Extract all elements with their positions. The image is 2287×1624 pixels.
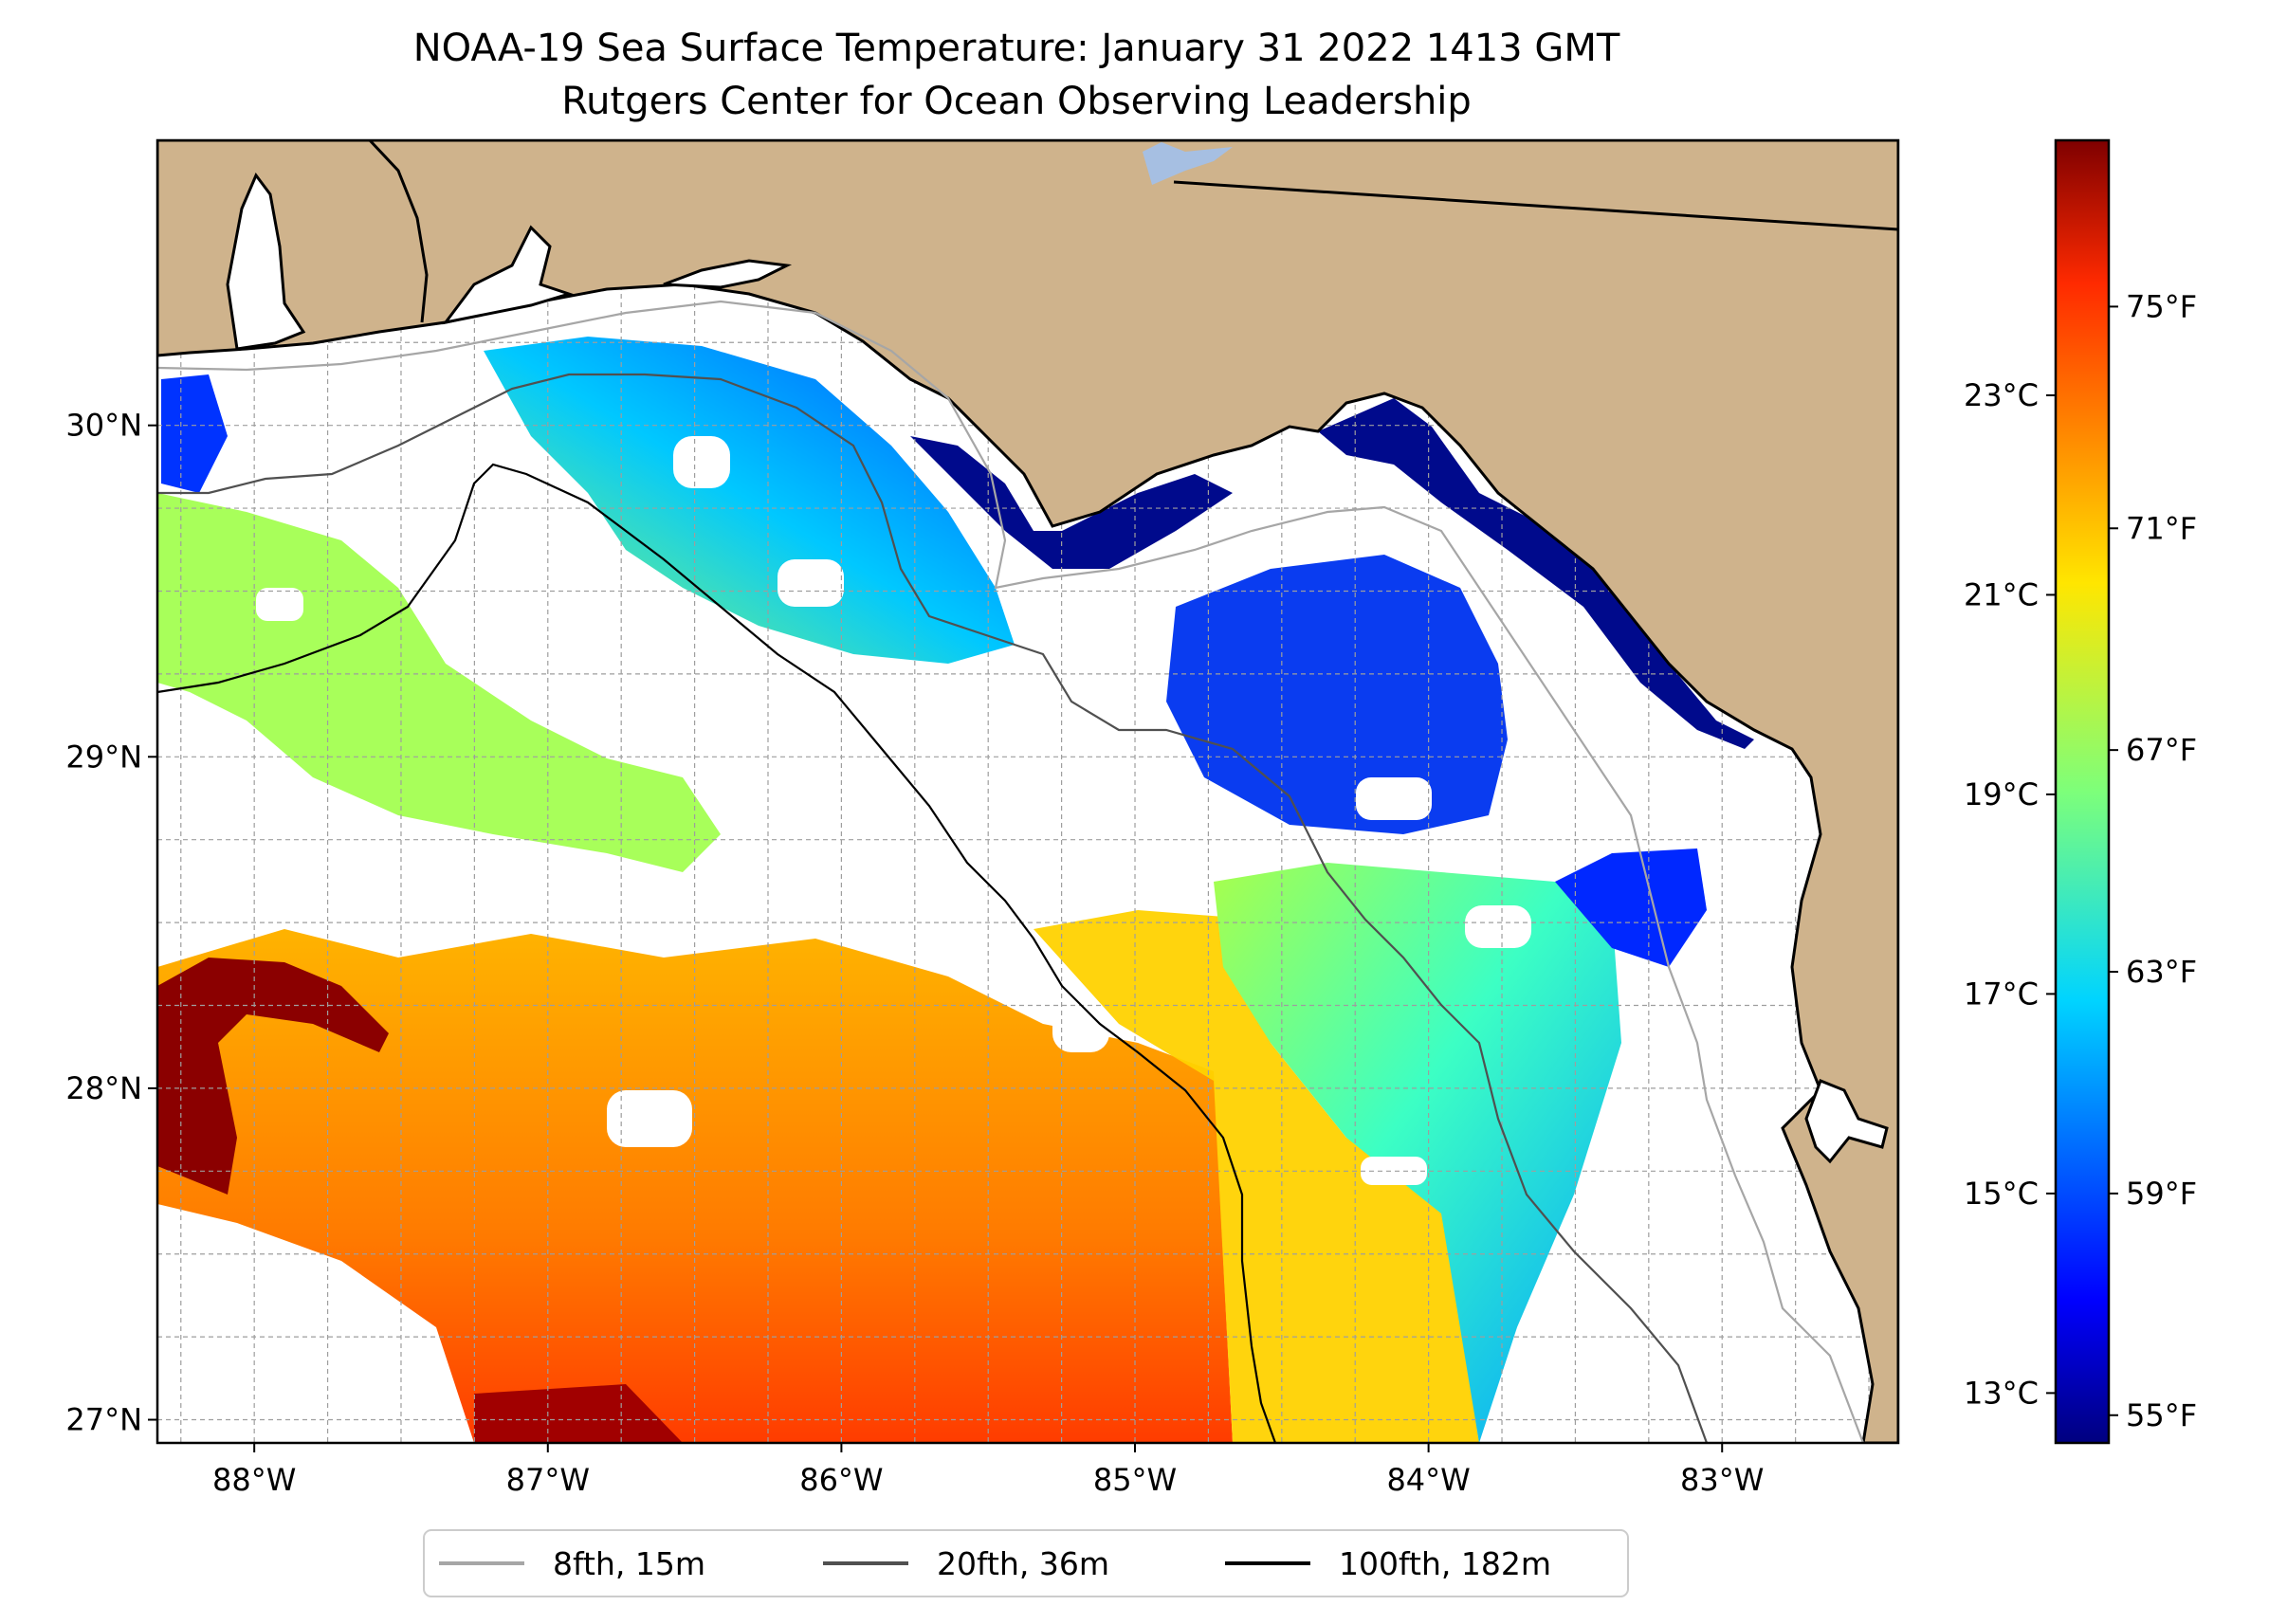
celsius-tick-label: 15°C <box>1964 1176 2039 1212</box>
sst-patch-west-florida-shelf <box>1214 863 1621 1443</box>
celsius-tick-label: 21°C <box>1964 576 2039 612</box>
colorbar-celsius-ticks: 13°C 15°C 17°C 19°C 21°C 23°C <box>1964 377 2056 1411</box>
cloud-gap <box>256 588 303 621</box>
longitude-ticks: 88°W 87°W 86°W 85°W 84°W 83°W <box>212 1443 1764 1498</box>
cloud-gap <box>607 1090 692 1147</box>
sst-patch-mobile-shelf <box>157 493 721 872</box>
celsius-tick-label: 13°C <box>1964 1375 2039 1411</box>
lat-tick-label: 29°N <box>65 739 142 775</box>
sst-field <box>157 337 1754 1443</box>
sst-patch-loop-current-edge <box>157 958 389 1195</box>
cloud-gap <box>1052 1005 1109 1052</box>
land-mainland <box>157 140 1898 1443</box>
legend-label-8fth: 8fth, 15m <box>553 1545 705 1582</box>
state-border <box>1173 180 1898 231</box>
isobath-100fth <box>157 463 1277 1443</box>
lon-tick-label: 83°W <box>1680 1462 1764 1498</box>
figure-subtitle: Rutgers Center for Ocean Observing Leade… <box>561 80 1472 123</box>
lat-tick-label: 27°N <box>65 1402 142 1438</box>
sst-patch-alabama-nearshore <box>161 374 228 493</box>
cloud-gap <box>673 436 730 488</box>
fahrenheit-tick-label: 71°F <box>2126 510 2197 546</box>
choctawhatchee-bay <box>663 259 793 289</box>
celsius-tick-label: 23°C <box>1964 377 2039 413</box>
fahrenheit-tick-label: 67°F <box>2126 732 2197 768</box>
cloud-gap <box>1465 905 1531 948</box>
lon-tick-label: 84°W <box>1386 1462 1470 1498</box>
fahrenheit-tick-label: 55°F <box>2126 1397 2197 1433</box>
celsius-tick-label: 17°C <box>1964 976 2039 1012</box>
isobath-legend: 8fth, 15m 20fth, 36m 100fth, 182m <box>423 1529 1629 1597</box>
mobile-bay <box>226 173 306 351</box>
celsius-tick-label: 19°C <box>1964 776 2039 812</box>
sst-patch-desoto-canyon <box>484 337 1015 664</box>
sst-patch-florida-nearshore <box>1318 398 1754 749</box>
map-frame <box>156 138 1900 1445</box>
lon-tick-label: 85°W <box>1093 1462 1177 1498</box>
legend-label-100fth: 100fth, 182m <box>1339 1545 1551 1582</box>
map-panel <box>157 140 1898 1443</box>
isobath-20fth <box>157 373 1709 1443</box>
colorbar <box>2054 138 2111 1445</box>
pensacola-bay <box>442 225 574 325</box>
fahrenheit-tick-label: 59°F <box>2126 1176 2197 1212</box>
latitude-ticks: 30°N 29°N 28°N 27°N <box>65 408 157 1438</box>
lon-tick-label: 87°W <box>506 1462 590 1498</box>
lon-tick-label: 86°W <box>799 1462 883 1498</box>
sst-patch-cedar-key <box>1555 848 1707 967</box>
land <box>157 140 1898 1443</box>
cloud-gap <box>778 559 844 607</box>
tampa-bay <box>1804 1079 1889 1164</box>
lon-tick-label: 88°W <box>212 1462 296 1498</box>
sst-patch-central-gulf <box>1034 910 1479 1443</box>
legend-label-20fth: 20fth, 36m <box>937 1545 1109 1582</box>
isobath-8fth <box>157 300 1865 1443</box>
sst-patch-panhandle-nearshore <box>910 436 1233 569</box>
legend-box <box>423 1529 1629 1597</box>
lat-tick-label: 30°N <box>65 408 142 444</box>
sst-patch-loop-current-south <box>474 1384 683 1443</box>
cloud-gap <box>1356 777 1432 820</box>
lat-tick-label: 28°N <box>65 1070 142 1106</box>
colorbar-fahrenheit-ticks: 55°F 59°F 63°F 67°F 71°F 75°F <box>2109 288 2197 1433</box>
inland-border <box>368 140 429 323</box>
figure-title: NOAA-19 Sea Surface Temperature: January… <box>413 27 1620 70</box>
fahrenheit-tick-label: 75°F <box>2126 288 2197 324</box>
lake-water-body <box>1143 142 1233 185</box>
cloud-gap <box>1361 1157 1427 1185</box>
fahrenheit-tick-label: 63°F <box>2126 954 2197 990</box>
isobaths <box>157 300 1865 1443</box>
